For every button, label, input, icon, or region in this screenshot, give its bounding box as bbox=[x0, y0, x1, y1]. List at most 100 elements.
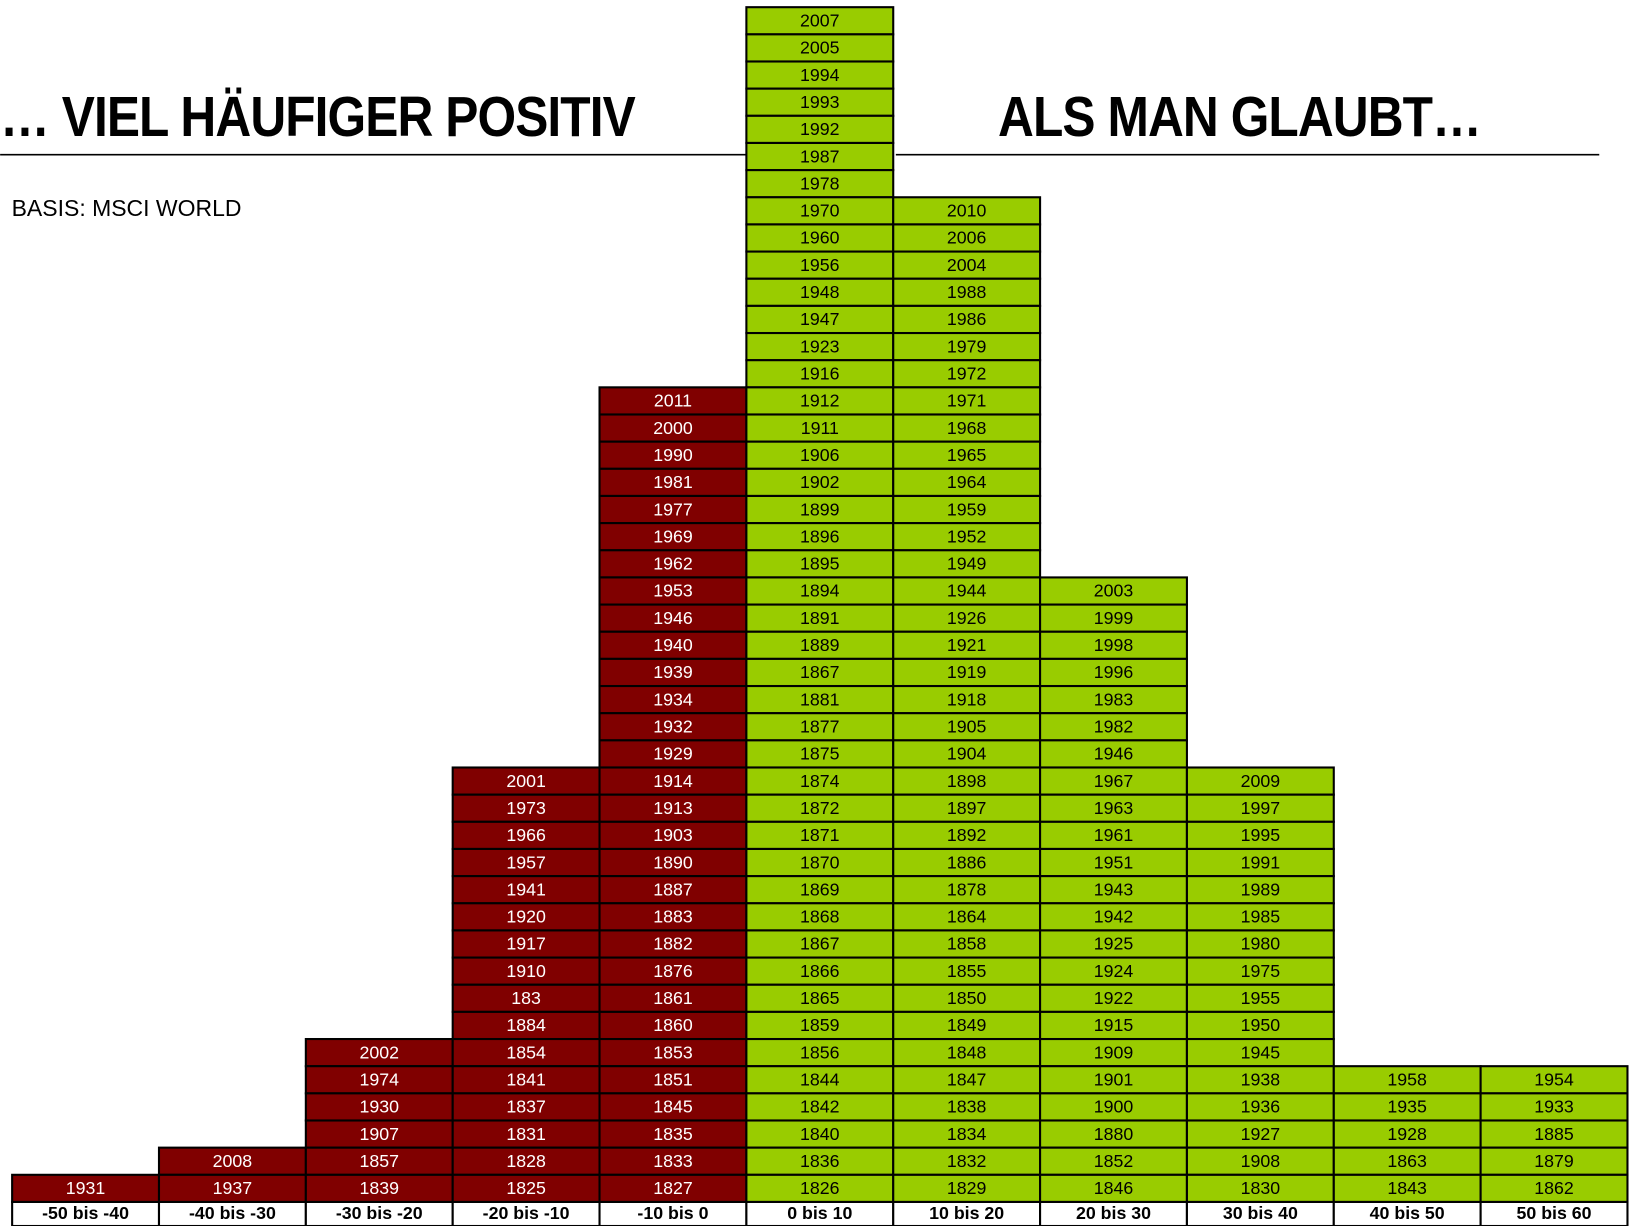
cell bbox=[598, 820, 748, 851]
year-label: 1975 bbox=[1241, 961, 1281, 981]
cell bbox=[745, 33, 895, 63]
year-label: 1863 bbox=[1387, 1151, 1427, 1171]
category-cell bbox=[1185, 1200, 1335, 1226]
cell bbox=[892, 467, 1042, 498]
year-label: 1998 bbox=[1094, 635, 1134, 655]
year-label: 1959 bbox=[947, 499, 987, 519]
year-label: 1871 bbox=[800, 825, 840, 845]
category-label: 0 bis 10 bbox=[787, 1203, 852, 1223]
year-label: 1931 bbox=[66, 1178, 106, 1198]
category-label: -50 bis -40 bbox=[42, 1203, 129, 1223]
cell bbox=[598, 1092, 748, 1122]
cell bbox=[598, 386, 748, 416]
year-label: 1876 bbox=[653, 961, 693, 981]
year-label: 2002 bbox=[360, 1042, 400, 1062]
year-label: 1836 bbox=[800, 1151, 840, 1171]
year-label: 1914 bbox=[653, 771, 693, 791]
year-label: 1825 bbox=[506, 1178, 546, 1198]
year-label: 1902 bbox=[800, 472, 840, 492]
year-label: 1952 bbox=[947, 526, 987, 546]
category-label: -30 bis -20 bbox=[336, 1203, 423, 1223]
year-label: 1988 bbox=[947, 282, 987, 302]
year-label: 1853 bbox=[653, 1042, 693, 1062]
cell bbox=[745, 766, 895, 796]
cell bbox=[892, 440, 1042, 470]
year-label: 1856 bbox=[800, 1042, 840, 1062]
year-label: 1939 bbox=[653, 662, 693, 682]
year-label: 1977 bbox=[653, 499, 693, 519]
year-label: 1854 bbox=[506, 1042, 546, 1062]
cell bbox=[745, 684, 895, 715]
year-label: 1887 bbox=[653, 879, 693, 899]
year-label: 1896 bbox=[800, 526, 840, 546]
cell bbox=[1039, 1146, 1188, 1176]
year-label: 1917 bbox=[506, 934, 545, 954]
subtitle: BASIS: MSCI WORLD bbox=[12, 195, 242, 221]
cell bbox=[1185, 766, 1335, 796]
year-label: 1884 bbox=[506, 1015, 546, 1035]
cell bbox=[1039, 820, 1188, 851]
year-label: 1851 bbox=[653, 1070, 693, 1090]
year-label: 1831 bbox=[506, 1124, 545, 1144]
year-label: 1880 bbox=[1094, 1124, 1134, 1144]
cell bbox=[1039, 630, 1188, 660]
year-label: 1935 bbox=[1387, 1097, 1427, 1117]
cell bbox=[598, 1037, 748, 1068]
cell bbox=[745, 141, 895, 172]
year-label: 1905 bbox=[947, 717, 987, 737]
cell bbox=[451, 820, 601, 851]
category-cell bbox=[1479, 1200, 1629, 1226]
cell bbox=[1185, 1010, 1335, 1041]
cell bbox=[745, 956, 895, 986]
cell bbox=[1039, 875, 1188, 905]
year-label: 1828 bbox=[506, 1151, 546, 1171]
year-label: 1983 bbox=[1094, 689, 1134, 709]
year-label: 1945 bbox=[1241, 1042, 1281, 1062]
cell bbox=[1039, 684, 1188, 715]
year-label: 1850 bbox=[947, 988, 987, 1008]
category-cell bbox=[892, 1200, 1042, 1226]
year-label: 1964 bbox=[947, 472, 987, 492]
year-label: 1922 bbox=[1094, 988, 1134, 1008]
year-label: 1839 bbox=[360, 1178, 400, 1198]
year-label: 1867 bbox=[800, 934, 840, 954]
year-label: 1909 bbox=[1094, 1042, 1134, 1062]
category-cell bbox=[1332, 1200, 1482, 1226]
cell bbox=[1039, 1037, 1188, 1068]
year-label: 1995 bbox=[1241, 825, 1281, 845]
year-label: 2006 bbox=[947, 228, 987, 248]
cell bbox=[304, 1173, 454, 1204]
cell bbox=[745, 114, 895, 145]
year-label: 1921 bbox=[947, 635, 987, 655]
year-label: 1989 bbox=[1241, 879, 1281, 899]
cell bbox=[1039, 902, 1188, 932]
year-label: 1843 bbox=[1387, 1178, 1427, 1198]
cell bbox=[304, 1092, 454, 1122]
year-label: 1944 bbox=[947, 581, 987, 601]
year-label: 1970 bbox=[800, 201, 840, 221]
year-label: 1992 bbox=[800, 119, 840, 139]
year-label: 1953 bbox=[653, 581, 693, 601]
year-label: 1844 bbox=[800, 1070, 840, 1090]
year-label: 2007 bbox=[800, 11, 840, 31]
year-label: 1837 bbox=[506, 1097, 545, 1117]
year-label: 1985 bbox=[1241, 907, 1281, 927]
cell bbox=[1479, 1146, 1629, 1176]
year-label: 1915 bbox=[1094, 1015, 1134, 1035]
cell bbox=[892, 739, 1042, 769]
cell bbox=[598, 1065, 748, 1095]
year-label: 1956 bbox=[800, 255, 840, 275]
cell bbox=[304, 1037, 454, 1068]
year-label: 1894 bbox=[800, 581, 840, 601]
year-label: 1999 bbox=[1094, 608, 1134, 628]
category-label: 50 bis 60 bbox=[1517, 1203, 1592, 1223]
year-label: 1846 bbox=[1094, 1178, 1134, 1198]
year-label: 1874 bbox=[800, 771, 840, 791]
cell bbox=[892, 875, 1042, 905]
year-label: 1872 bbox=[800, 798, 840, 818]
year-label: 1925 bbox=[1094, 934, 1134, 954]
year-label: 1834 bbox=[947, 1124, 987, 1144]
year-label: 1946 bbox=[653, 608, 693, 628]
year-label: 1868 bbox=[800, 907, 840, 927]
